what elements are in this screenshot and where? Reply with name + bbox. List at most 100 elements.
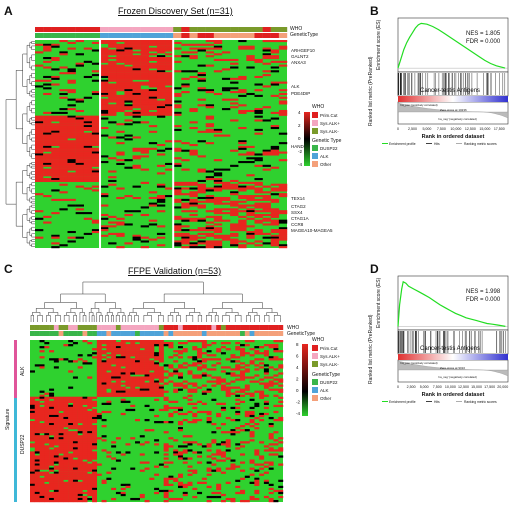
- nes-value: NES = 1.805: [466, 31, 501, 37]
- legend-swatch: [312, 361, 318, 367]
- gene-label: ARHGEF10: [291, 48, 315, 53]
- y-axis-label-metric: Ranked list metric (PreRanked): [368, 56, 374, 126]
- x-tick-label: 0: [397, 127, 399, 131]
- rank-color-bar: [398, 96, 508, 102]
- x-tick-label: 10,000: [450, 127, 461, 131]
- x-tick-label: 5,000: [422, 127, 431, 131]
- heatmap-c: [30, 340, 284, 503]
- gene-set-label: Cancer-testis Antigens: [420, 346, 480, 352]
- x-tick-label: 12,500: [458, 385, 469, 389]
- legend-ranking-metric: Ranking metric scores: [464, 142, 497, 146]
- zero-cross-label: Zero cross at 10236: [440, 108, 467, 112]
- legend-c: 8 6 4 2 0 -2 -4 WHO Prim.Cut Sys.ALK+ Sys.ALK- Gen…: [296, 337, 340, 416]
- legend-a: 4 2 0 -2 -4 WHO Prim.Cut Sys.ALK+ Sys.ALK- Genet…: [298, 104, 342, 167]
- colorbar-tick: 6: [296, 354, 299, 359]
- x-tick-label: 15,000: [479, 127, 490, 131]
- legend-enrichment-profile: Enrichment profile: [389, 142, 416, 146]
- legend-item: Prim.Cut: [320, 113, 338, 118]
- x-tick-label: 2,500: [407, 385, 416, 389]
- x-tick-label: 7,500: [437, 127, 446, 131]
- gene-label: CTAG1A: [291, 216, 309, 221]
- legend-item: Sys.ALK-: [320, 362, 339, 367]
- y-axis-label-metric: Ranked list metric (PreRanked): [368, 314, 374, 384]
- annotation-bars-c: [30, 325, 284, 336]
- legend-gt-title: Genetic Type: [312, 138, 342, 144]
- column-dendrogram-c: [30, 281, 281, 322]
- legend-swatch: [312, 153, 318, 159]
- colorbar-tick: 0: [298, 136, 301, 141]
- y-axis-label-es: Enrichment score (ES): [376, 277, 382, 328]
- panel-title-c: FFPE Validation (n=53): [128, 266, 222, 276]
- colorbar-tick: -2: [298, 149, 302, 154]
- nes-value: NES = 1.998: [466, 289, 501, 295]
- panel-letter-a: A: [4, 4, 13, 18]
- y-axis-label-es: Enrichment score (ES): [376, 19, 382, 70]
- legend-hits: Hits: [434, 400, 440, 404]
- legend-item: Sys.ALK+: [320, 354, 340, 359]
- colorbar-tick: -4: [296, 411, 300, 416]
- legend-swatch: [312, 145, 318, 151]
- enrichment-profile-line: [397, 280, 506, 327]
- pos-correlated-label: 'na_pos' (positively correlated): [400, 103, 438, 107]
- panel-title-a: Frozen Discovery Set (n=31): [118, 6, 233, 16]
- x-tick-label: 5,000: [420, 385, 429, 389]
- gene-label: TEX14: [291, 196, 305, 201]
- x-tick-label: 20,000: [497, 385, 508, 389]
- signature-dusp22-bar: [14, 398, 17, 502]
- row-dendrogram-a: [5, 41, 35, 247]
- pos-correlated-label: 'na_pos' (positively correlated): [400, 361, 438, 365]
- annot-label-who-c: WHO: [287, 325, 299, 331]
- colorbar-tick: 2: [296, 377, 299, 382]
- x-tick-label: 15,000: [471, 385, 482, 389]
- legend-item: Sys.ALK-: [320, 129, 339, 134]
- legend-item: DUSP22: [320, 380, 338, 385]
- annot-label-who-a: WHO: [290, 26, 302, 32]
- row-group-dusp22: DUSP22: [20, 434, 26, 454]
- legend-swatch: [312, 379, 318, 385]
- legend-swatch: [312, 112, 318, 118]
- legend-item: ALK: [320, 388, 329, 393]
- legend-item: Other: [320, 162, 332, 167]
- gene-label: GALNT2: [291, 54, 309, 59]
- enrichment-profile-line: [397, 22, 506, 69]
- legend-gt-title: GeneticType: [312, 372, 340, 378]
- x-tick-label: 17,500: [494, 127, 505, 131]
- fdr-value: FDR = 0.000: [466, 39, 501, 45]
- gene-label: CTAG2: [291, 204, 306, 209]
- legend-swatch: [312, 353, 318, 359]
- legend-enrichment-profile: Enrichment profile: [389, 400, 416, 404]
- legend-swatch: [312, 395, 318, 401]
- legend-who-title: WHO: [312, 104, 324, 110]
- colorbar-tick: 8: [296, 342, 299, 347]
- colorbar-a: [304, 112, 310, 166]
- row-group-alk: ALK: [20, 366, 26, 376]
- neg-correlated-label: 'na_neg' (negatively correlated): [438, 117, 477, 121]
- heatmap-a: [35, 40, 288, 249]
- gene-label: SSX4: [291, 210, 303, 215]
- panel-letter-b: B: [370, 4, 379, 18]
- gene-set-label: Cancer-testis Antigens: [420, 88, 480, 94]
- colorbar-tick: -4: [298, 162, 302, 167]
- legend-hits: Hits: [434, 142, 440, 146]
- signature-alk-bar: [14, 340, 17, 398]
- annotation-bars-a: [35, 27, 288, 38]
- legend-swatch: [312, 345, 318, 351]
- gsea-plot-b: NES = 1.805 FDR = 0.000 Cancer-testis Anti…: [368, 17, 509, 146]
- legend-ranking-metric: Ranking metric scores: [464, 400, 497, 404]
- legend-swatch: [312, 120, 318, 126]
- signature-bar-c: ALK DUSP22 Signature: [5, 340, 26, 502]
- zero-cross-label: Zero cross at 9010: [440, 366, 465, 370]
- es-frame: [397, 275, 509, 331]
- x-axis-label: Rank in ordered dataset: [422, 392, 485, 398]
- x-tick-label: 17,500: [484, 385, 495, 389]
- colorbar-tick: -2: [296, 400, 300, 405]
- x-tick-label: 2,500: [408, 127, 417, 131]
- legend-item: ALK: [320, 154, 329, 159]
- colorbar-tick: 4: [296, 365, 299, 370]
- gene-label: PDE4DIP: [291, 91, 310, 96]
- x-axis-label: Rank in ordered dataset: [422, 134, 485, 140]
- x-tick-label: 10,000: [445, 385, 456, 389]
- gene-label: ALK: [291, 84, 300, 89]
